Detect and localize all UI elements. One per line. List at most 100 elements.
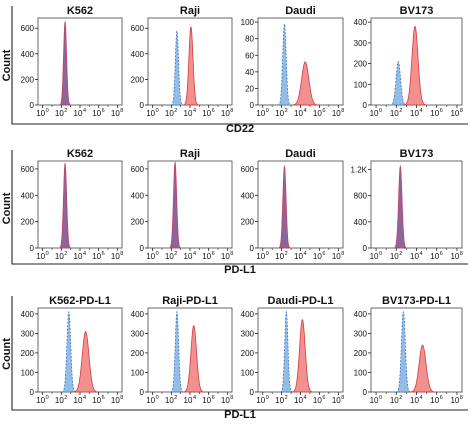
x-tick-exponent: 0 bbox=[266, 108, 269, 114]
x-tick-exponent: 6 bbox=[322, 395, 325, 401]
row-axis-bracket bbox=[11, 6, 468, 125]
y-tick-label: 0 bbox=[140, 244, 145, 253]
x-tick-exponent: 4 bbox=[83, 108, 86, 114]
x-tick-label: 10 bbox=[202, 252, 211, 261]
y-tick-label: 0 bbox=[363, 244, 368, 253]
y-tick-label: 200 bbox=[131, 349, 145, 358]
x-tick-label: 10 bbox=[111, 252, 120, 261]
y-tick-label: 600 bbox=[131, 24, 145, 33]
x-tick-exponent: 4 bbox=[83, 251, 86, 257]
x-axis-label: PD-L1 bbox=[224, 264, 256, 276]
x-axis-label: PD-L1 bbox=[224, 409, 256, 421]
y-tick-label: 100 bbox=[354, 80, 368, 89]
overlap-histogram bbox=[393, 164, 408, 249]
x-tick-label: 10 bbox=[202, 396, 211, 405]
y-tick-label: 600 bbox=[131, 165, 145, 174]
panel-frame bbox=[257, 160, 344, 249]
y-tick-label: 0 bbox=[30, 244, 35, 253]
x-tick-exponent: 2 bbox=[174, 108, 177, 114]
x-tick-exponent: 2 bbox=[399, 395, 402, 401]
control-histogram bbox=[388, 60, 408, 106]
x-tick-exponent: 0 bbox=[46, 251, 49, 257]
panel-title: K562-PD-L1 bbox=[49, 295, 111, 307]
x-tick-label: 10 bbox=[184, 109, 193, 118]
y-tick-label: 0 bbox=[363, 101, 368, 110]
x-tick-exponent: 6 bbox=[102, 251, 105, 257]
x-tick-exponent: 0 bbox=[379, 395, 382, 401]
y-tick-label: 20 bbox=[245, 84, 254, 93]
x-tick-exponent: 2 bbox=[174, 251, 177, 257]
y-tick-label: 300 bbox=[354, 329, 368, 338]
x-tick-exponent: 6 bbox=[440, 395, 443, 401]
y-tick-label: 40 bbox=[245, 68, 254, 77]
x-tick-exponent: 8 bbox=[120, 108, 123, 114]
y-tick-label: 80 bbox=[245, 35, 254, 44]
x-axis-label: CD22 bbox=[226, 123, 254, 135]
x-tick-label: 10 bbox=[256, 252, 265, 261]
x-tick-exponent: 8 bbox=[341, 251, 344, 257]
x-tick-label: 10 bbox=[332, 109, 341, 118]
x-tick-label: 10 bbox=[332, 252, 341, 261]
y-tick-label: 600 bbox=[21, 165, 35, 174]
x-tick-exponent: 6 bbox=[440, 108, 443, 114]
panel-title: Raji bbox=[180, 148, 200, 160]
overlap-histogram bbox=[168, 160, 182, 249]
panel-title: K562 bbox=[67, 5, 93, 17]
x-tick-label: 10 bbox=[332, 396, 341, 405]
y-tick-label: 400 bbox=[131, 191, 145, 200]
panel-title: Daudi bbox=[285, 148, 316, 160]
y-tick-label: 100 bbox=[241, 368, 255, 377]
y-tick-label: 1.2K bbox=[351, 166, 368, 175]
x-tick-label: 10 bbox=[92, 396, 101, 405]
y-tick-label: 200 bbox=[354, 349, 368, 358]
x-tick-label: 10 bbox=[313, 252, 322, 261]
x-tick-exponent: 2 bbox=[64, 108, 67, 114]
y-tick-label: 60 bbox=[245, 51, 254, 60]
x-tick-label: 10 bbox=[430, 109, 439, 118]
overlap-histogram bbox=[277, 164, 292, 249]
y-tick-label: 400 bbox=[21, 191, 35, 200]
control-histogram bbox=[170, 29, 184, 106]
x-tick-label: 10 bbox=[370, 396, 379, 405]
x-tick-label: 10 bbox=[450, 109, 459, 118]
y-tick-label: 200 bbox=[354, 60, 368, 69]
x-tick-exponent: 0 bbox=[379, 251, 382, 257]
x-tick-exponent: 6 bbox=[322, 251, 325, 257]
x-tick-exponent: 0 bbox=[379, 108, 382, 114]
control-histogram bbox=[277, 22, 292, 106]
x-tick-label: 10 bbox=[36, 396, 45, 405]
x-tick-exponent: 4 bbox=[83, 395, 86, 401]
x-tick-label: 10 bbox=[74, 109, 83, 118]
panel-title: Raji-PD-L1 bbox=[162, 295, 218, 307]
panel-title: K562 bbox=[67, 148, 93, 160]
y-tick-label: 100 bbox=[131, 368, 145, 377]
x-tick-label: 10 bbox=[146, 252, 155, 261]
x-tick-exponent: 0 bbox=[46, 395, 49, 401]
x-tick-exponent: 2 bbox=[64, 395, 67, 401]
x-tick-exponent: 2 bbox=[64, 251, 67, 257]
x-tick-label: 10 bbox=[410, 252, 419, 261]
y-tick-label: 200 bbox=[131, 75, 145, 84]
y-tick-label: 200 bbox=[21, 75, 35, 84]
panel-frame bbox=[147, 160, 233, 249]
overlap-histogram bbox=[58, 162, 72, 249]
x-tick-label: 10 bbox=[165, 109, 174, 118]
x-tick-label: 10 bbox=[294, 109, 303, 118]
panel-frame bbox=[370, 160, 463, 249]
y-tick-label: 400 bbox=[21, 310, 35, 319]
x-tick-label: 10 bbox=[430, 396, 439, 405]
y-tick-label: 200 bbox=[21, 349, 35, 358]
x-tick-exponent: 0 bbox=[156, 251, 159, 257]
x-tick-label: 10 bbox=[74, 396, 83, 405]
panel-title: Daudi-PD-L1 bbox=[268, 295, 334, 307]
x-tick-exponent: 0 bbox=[266, 251, 269, 257]
x-tick-exponent: 6 bbox=[322, 108, 325, 114]
x-tick-label: 10 bbox=[221, 252, 230, 261]
